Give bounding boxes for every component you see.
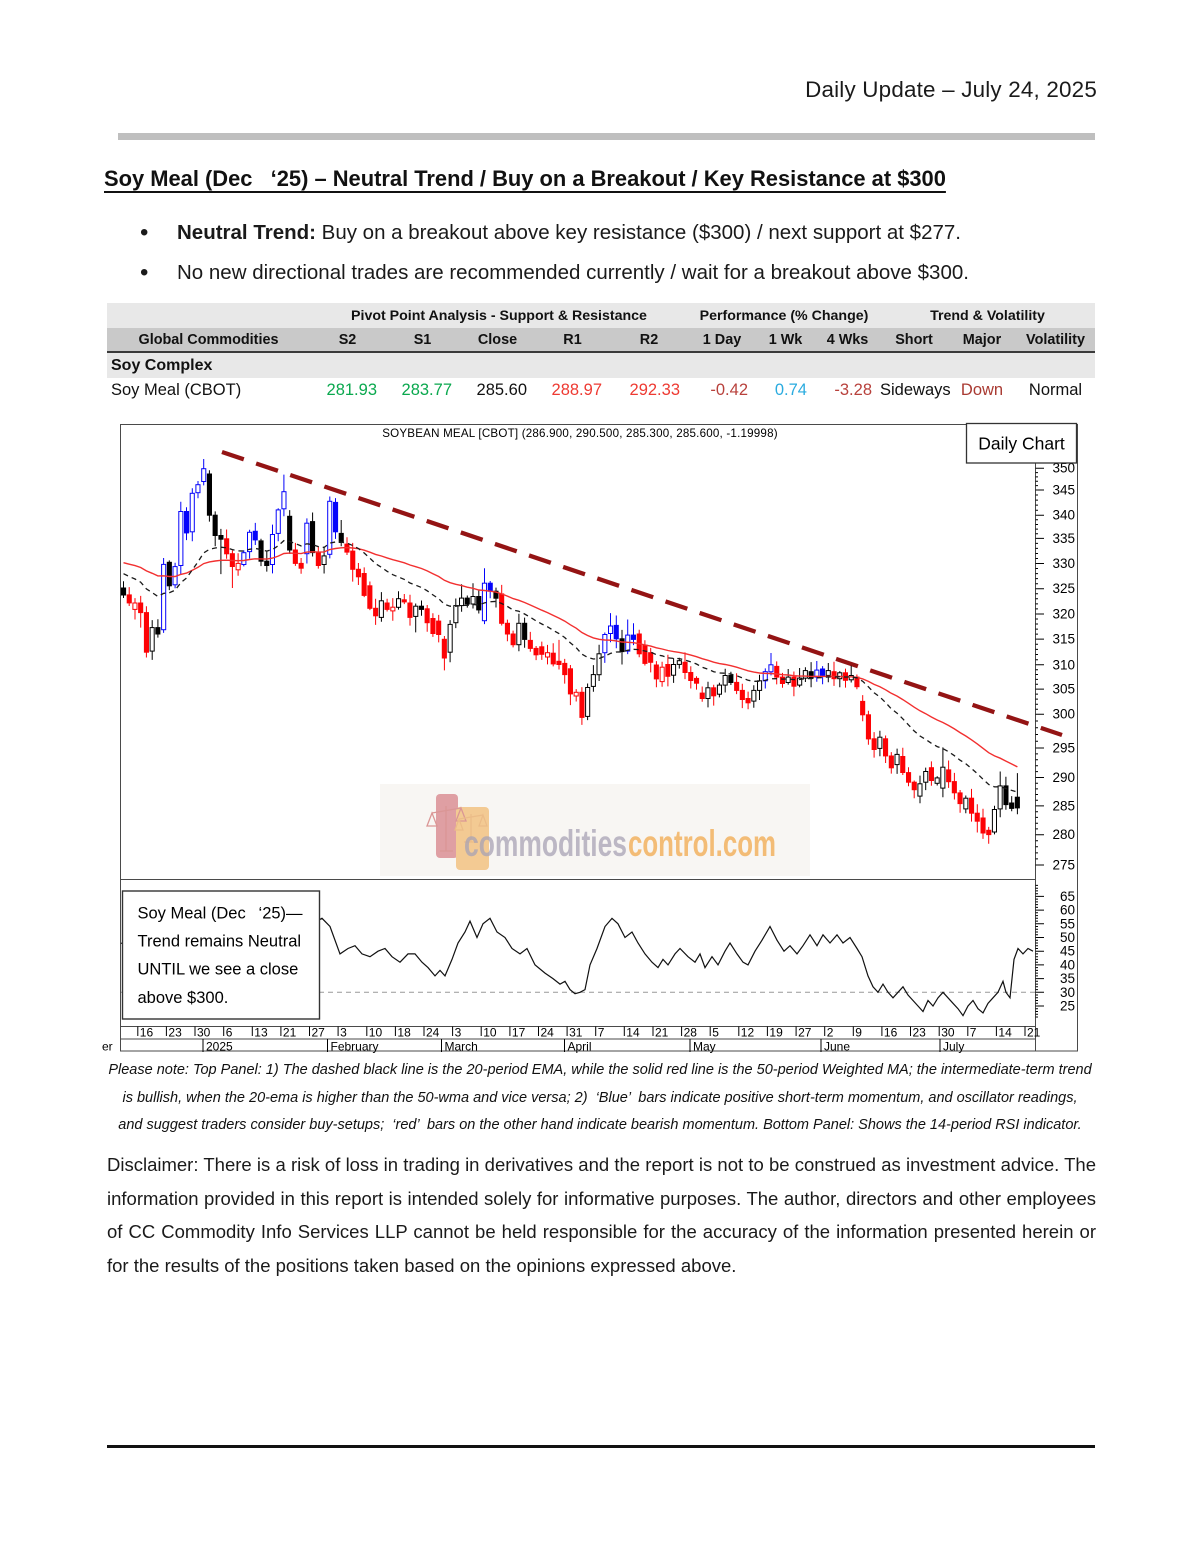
svg-text:300: 300 [1052, 707, 1075, 722]
svg-text:10: 10 [483, 1026, 497, 1040]
svg-text:280: 280 [1052, 827, 1075, 842]
svg-text:295: 295 [1052, 741, 1075, 756]
svg-text:18: 18 [397, 1026, 411, 1040]
svg-text:50: 50 [1060, 930, 1075, 945]
svg-text:12: 12 [741, 1026, 755, 1040]
svg-text:23: 23 [913, 1026, 927, 1040]
svg-text:commodities: commodities [464, 823, 627, 864]
svg-text:28: 28 [684, 1026, 698, 1040]
svg-text:275: 275 [1052, 858, 1075, 873]
svg-text:21: 21 [655, 1026, 669, 1040]
svg-text:April: April [568, 1040, 592, 1054]
svg-text:19: 19 [769, 1026, 783, 1040]
svg-text:7: 7 [598, 1026, 605, 1040]
svg-text:25: 25 [1060, 999, 1075, 1014]
svg-text:16: 16 [884, 1026, 898, 1040]
svg-text:23: 23 [168, 1026, 182, 1040]
svg-text:335: 335 [1052, 531, 1075, 546]
svg-text:30: 30 [941, 1026, 955, 1040]
svg-text:340: 340 [1052, 508, 1075, 523]
svg-text:control.com: control.com [628, 823, 776, 864]
svg-text:June: June [824, 1040, 850, 1054]
svg-text:er: er [102, 1040, 113, 1054]
svg-text:315: 315 [1052, 632, 1075, 647]
svg-text:10: 10 [369, 1026, 383, 1040]
svg-text:325: 325 [1052, 581, 1075, 596]
svg-text:310: 310 [1052, 657, 1075, 672]
svg-text:UNTIL we see a close: UNTIL we see a close [138, 961, 299, 979]
svg-text:July: July [943, 1040, 964, 1054]
svg-text:305: 305 [1052, 682, 1075, 697]
svg-text:345: 345 [1052, 483, 1075, 498]
svg-text:27: 27 [798, 1026, 812, 1040]
svg-text:31: 31 [569, 1026, 583, 1040]
svg-text:35: 35 [1060, 971, 1075, 986]
svg-text:14: 14 [626, 1026, 640, 1040]
svg-text:350: 350 [1052, 461, 1075, 476]
svg-text:3: 3 [455, 1026, 462, 1040]
svg-text:60: 60 [1060, 903, 1075, 918]
svg-text:7: 7 [970, 1026, 977, 1040]
svg-text:Soy Meal (Dec ‘25)—: Soy Meal (Dec ‘25)— [138, 905, 304, 923]
svg-text:6: 6 [226, 1026, 233, 1040]
svg-text:16: 16 [140, 1026, 154, 1040]
svg-text:21: 21 [283, 1026, 297, 1040]
svg-text:Trend remains Neutral: Trend remains Neutral [138, 933, 302, 951]
svg-text:2: 2 [827, 1026, 834, 1040]
svg-text:45: 45 [1060, 944, 1075, 959]
svg-text:9: 9 [855, 1026, 862, 1040]
svg-text:March: March [445, 1040, 478, 1054]
svg-text:2025: 2025 [206, 1040, 233, 1054]
svg-text:65: 65 [1060, 889, 1075, 904]
svg-text:24: 24 [426, 1026, 440, 1040]
svg-text:14: 14 [998, 1026, 1012, 1040]
svg-text:40: 40 [1060, 957, 1075, 972]
svg-text:21: 21 [1027, 1026, 1041, 1040]
svg-text:13: 13 [254, 1026, 268, 1040]
svg-text:290: 290 [1052, 770, 1075, 785]
svg-text:330: 330 [1052, 556, 1075, 571]
svg-text:SOYBEAN MEAL [CBOT] (286.900,: SOYBEAN MEAL [CBOT] (286.900, 290.500, 2… [382, 427, 778, 440]
svg-text:May: May [693, 1040, 716, 1054]
svg-text:285: 285 [1052, 798, 1075, 813]
svg-text:30: 30 [1060, 985, 1075, 1000]
svg-text:320: 320 [1052, 607, 1075, 622]
svg-text:5: 5 [712, 1026, 719, 1040]
svg-text:above $300.: above $300. [138, 989, 229, 1007]
svg-text:February: February [331, 1040, 379, 1054]
svg-text:27: 27 [312, 1026, 326, 1040]
svg-text:Daily Chart: Daily Chart [978, 434, 1065, 454]
svg-text:24: 24 [541, 1026, 555, 1040]
svg-text:55: 55 [1060, 916, 1075, 931]
svg-text:17: 17 [512, 1026, 526, 1040]
svg-text:30: 30 [197, 1026, 211, 1040]
svg-text:3: 3 [340, 1026, 347, 1040]
